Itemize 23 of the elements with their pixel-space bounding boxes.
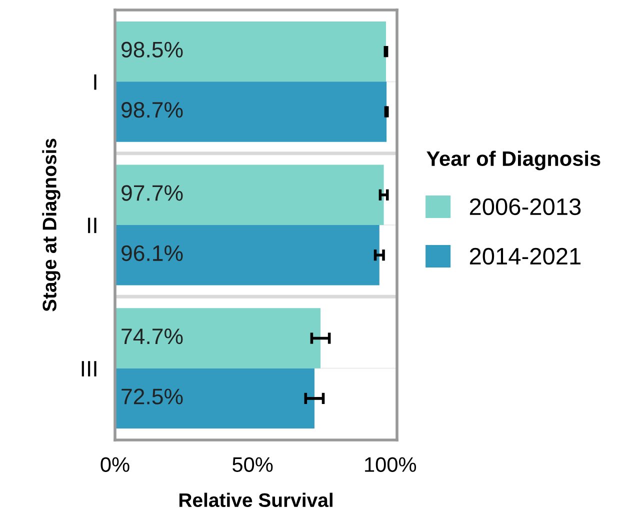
bar [115, 164, 384, 225]
data-label: 72.5% [122, 388, 183, 404]
data-label: 98.5% [122, 42, 183, 58]
y-tick-label: III [82, 361, 96, 376]
data-label: 96.1% [122, 245, 183, 262]
data-label: 97.7% [122, 185, 183, 201]
bar [115, 368, 314, 429]
y-tick-label: II [88, 218, 96, 234]
legend-title: Year of Diagnosis [426, 150, 600, 170]
data-label: 74.7% [122, 328, 183, 344]
data-label: 98.7% [122, 102, 183, 118]
legend-label: 2014-2021 [470, 248, 581, 265]
x-tick-label: 100% [365, 457, 416, 472]
x-tick-label: 50% [232, 457, 273, 472]
bar [115, 82, 387, 142]
y-axis-title: Stage at Diagnosis [42, 138, 60, 312]
y-tick-label: I [94, 74, 96, 90]
x-tick-label: 0% [100, 457, 130, 472]
legend-label: 2006-2013 [470, 198, 581, 216]
bar [115, 225, 380, 286]
bar [115, 21, 386, 82]
bar [115, 308, 321, 368]
x-axis-title: Relative Survival [179, 492, 332, 508]
